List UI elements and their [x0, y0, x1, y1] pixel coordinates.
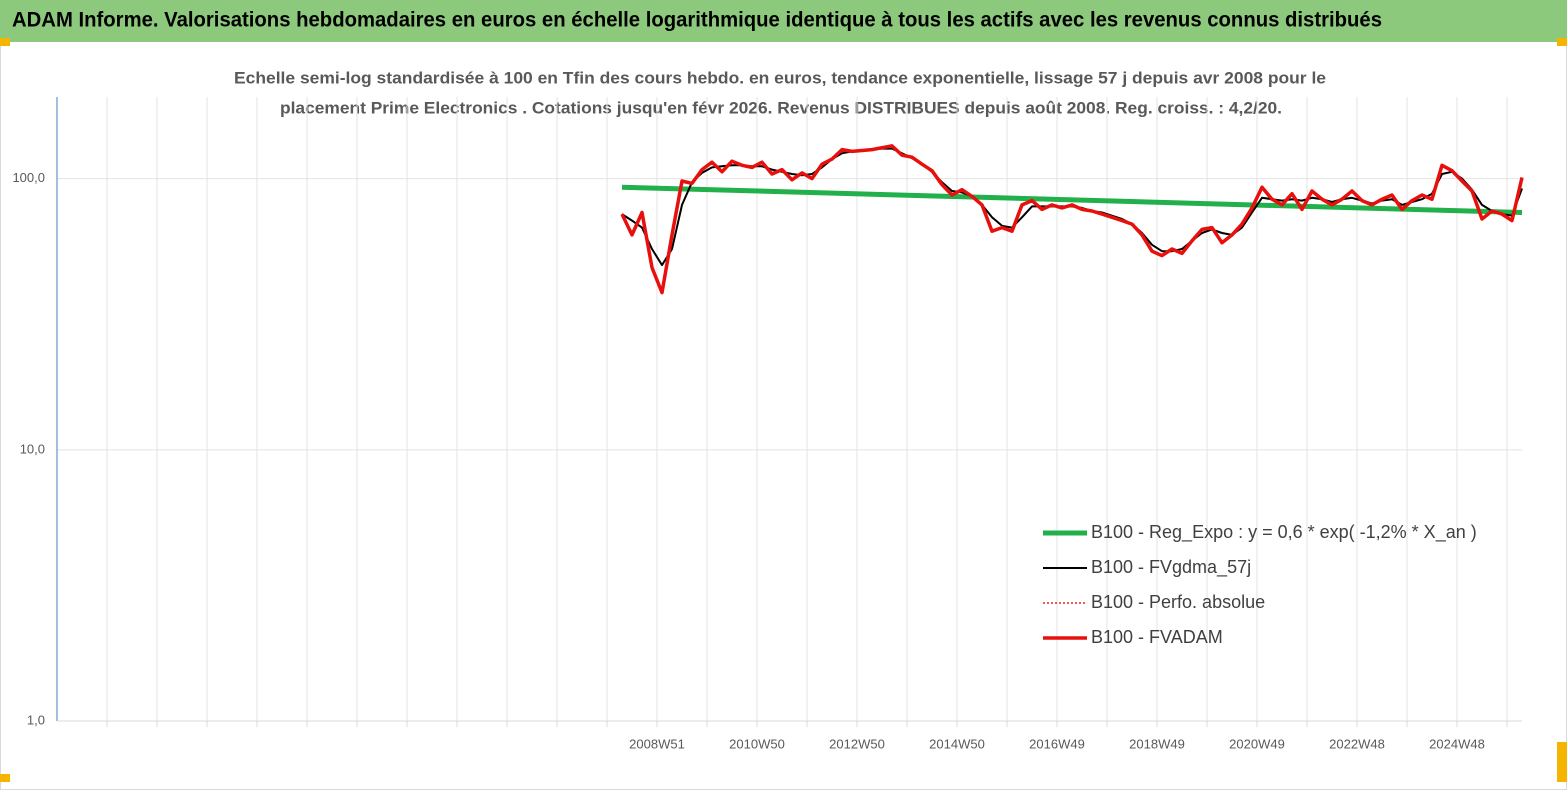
chart-subtitle: placement Prime Electronics . Cotations …: [280, 98, 1282, 117]
x-tick-label: 2014W50: [929, 736, 985, 751]
x-tick-label: 2024W48: [1429, 736, 1485, 751]
series-line: [621, 184, 1523, 215]
y-tick-label: 1,0: [27, 712, 45, 727]
x-tick-label: 2020W49: [1229, 736, 1285, 751]
corner-mark: [1557, 38, 1567, 46]
series-line: [620, 144, 1524, 295]
corner-mark: [1557, 742, 1567, 782]
x-tick-label: 2008W51: [629, 736, 685, 751]
chart-title: ADAM Informe. Valorisations hebdomadaire…: [12, 9, 1382, 32]
y-tick-label: 100,0: [12, 170, 45, 185]
legend-label: B100 - Perfo. absolue: [1091, 592, 1265, 612]
title-bar: [0, 0, 1567, 42]
legend-label: B100 - FVgdma_57j: [1091, 557, 1251, 578]
x-tick-label: 2012W50: [829, 736, 885, 751]
x-tick-label: 2018W49: [1129, 736, 1185, 751]
legend-label: B100 - FVADAM: [1091, 627, 1223, 647]
legend-label: B100 - Reg_Expo : y = 0,6 * exp( -1,2% *…: [1091, 522, 1477, 543]
corner-mark: [0, 38, 10, 46]
x-tick-label: 2010W50: [729, 736, 785, 751]
chart-subtitle: Echelle semi-log standardisée à 100 en T…: [234, 68, 1326, 87]
y-tick-label: 10,0: [20, 441, 45, 456]
x-tick-label: 2022W48: [1329, 736, 1385, 751]
x-tick-label: 2016W49: [1029, 736, 1085, 751]
corner-mark: [0, 774, 10, 782]
